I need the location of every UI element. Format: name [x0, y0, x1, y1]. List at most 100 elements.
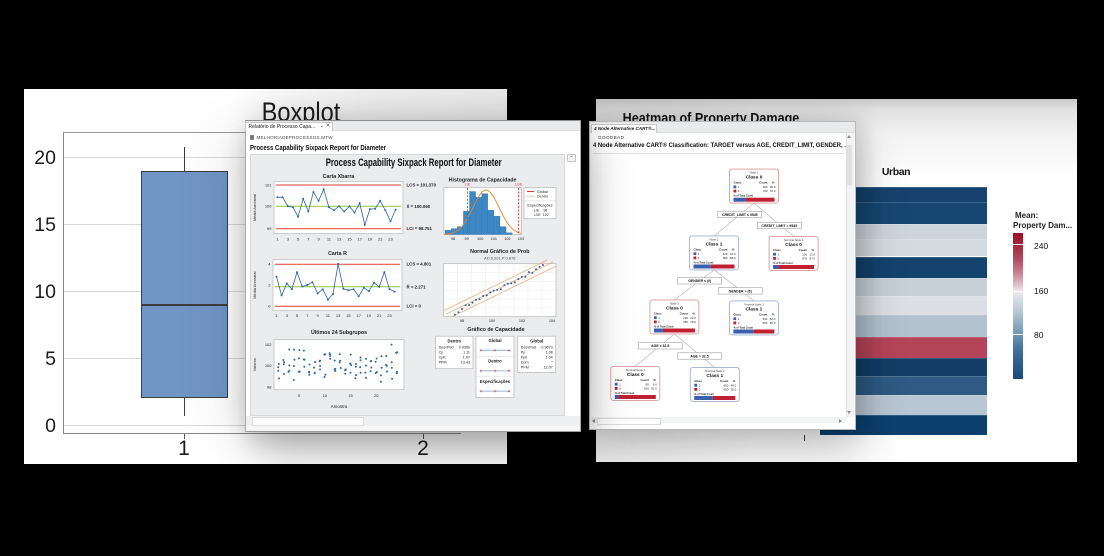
svg-text:%: % [653, 378, 656, 382]
svg-text:23: 23 [387, 313, 392, 318]
svg-text:Ppk: Ppk [521, 356, 528, 360]
svg-text:Média Amostral: Média Amostral [252, 272, 257, 300]
svg-text:LSE 102: LSE 102 [534, 213, 549, 217]
svg-text:Class 1: Class 1 [706, 242, 723, 248]
svg-text:0.9366: 0.9366 [459, 346, 470, 350]
svg-text:420: 420 [723, 252, 728, 256]
svg-text:0: 0 [268, 304, 271, 309]
svg-text:1: 1 [276, 237, 279, 242]
svg-text:Count: Count [720, 379, 728, 383]
svg-text:19: 19 [367, 313, 372, 318]
svg-text:500: 500 [763, 317, 768, 321]
svg-text:Terminal Node 1: Terminal Node 1 [626, 368, 646, 372]
svg-text:700: 700 [763, 189, 768, 193]
svg-text:Últimos 24 Subgrupos: Últimos 24 Subgrupos [311, 329, 367, 336]
svg-text:99: 99 [267, 226, 272, 231]
svg-text:98: 98 [451, 237, 455, 241]
svg-text:1: 1 [777, 252, 779, 256]
svg-text:102: 102 [504, 237, 510, 241]
svg-text:*: * [551, 361, 553, 365]
svg-text:Count: Count [759, 313, 767, 317]
svg-text:Class: Class [615, 378, 623, 382]
svg-text:1: 1 [738, 317, 740, 321]
svg-text:CpK: CpK [439, 356, 447, 360]
svg-text:CREDIT_LIMIT ≤ 9545: CREDIT_LIMIT ≤ 9545 [722, 213, 758, 217]
svg-text:20: 20 [374, 393, 379, 398]
svg-text:30.0: 30.0 [770, 185, 776, 189]
svg-text:LCS = 4.801: LCS = 4.801 [406, 262, 431, 267]
svg-text:1: 1 [275, 313, 278, 318]
svg-text:%: % [733, 379, 736, 383]
svg-text:Global: Global [530, 339, 543, 344]
svg-text:0: 0 [698, 256, 700, 260]
svg-text:Dentro: Dentro [488, 359, 502, 364]
svg-text:AGE > 32.5: AGE > 32.5 [690, 354, 708, 358]
svg-text:98: 98 [267, 385, 272, 390]
svg-text:9: 9 [316, 313, 319, 318]
svg-text:0: 0 [738, 321, 740, 325]
svg-text:100: 100 [265, 363, 272, 368]
svg-text:90: 90 [646, 382, 650, 386]
svg-text:LCI = 0: LCI = 0 [406, 304, 421, 309]
svg-text:Carta R: Carta R [328, 251, 347, 257]
svg-text:% of Total Count: % of Total Count [694, 393, 714, 396]
svg-text:Especificações: Especificações [527, 204, 552, 208]
svg-text:1: 1 [738, 185, 740, 189]
svg-text:Dentro: Dentro [448, 339, 462, 344]
svg-text:1: 1 [619, 382, 621, 386]
svg-text:Count: Count [640, 378, 648, 382]
svg-text:1: 1 [658, 316, 660, 320]
svg-text:LSE: LSE [515, 183, 523, 187]
svg-text:Node 3: Node 3 [670, 302, 679, 306]
svg-text:LCS = 101.370: LCS = 101.370 [406, 183, 436, 188]
svg-text:Process Capability Sixpack Rep: Process Capability Sixpack Report for Di… [326, 157, 502, 168]
svg-text:15: 15 [346, 313, 351, 318]
svg-text:101: 101 [491, 237, 497, 241]
svg-text:17: 17 [357, 237, 362, 242]
svg-text:580: 580 [723, 256, 728, 260]
svg-text:Terminal Node 4: Terminal Node 4 [784, 238, 804, 242]
svg-text:% of Total Count: % of Total Count [773, 262, 793, 265]
svg-text:5: 5 [297, 237, 300, 242]
svg-text:Global: Global [488, 338, 501, 343]
svg-text:15: 15 [348, 393, 353, 398]
svg-text:X̅ = 100.060: X̅ = 100.060 [406, 204, 431, 209]
svg-text:104: 104 [549, 319, 555, 323]
svg-text:Class: Class [694, 248, 702, 252]
svg-text:% of Total Count: % of Total Count [694, 261, 714, 264]
svg-text:Global: Global [537, 190, 548, 194]
svg-text:300: 300 [763, 185, 768, 189]
svg-text:0: 0 [777, 257, 779, 261]
svg-text:55.0: 55.0 [731, 388, 737, 392]
svg-text:Valores: Valores [252, 358, 257, 371]
svg-text:21: 21 [378, 237, 383, 242]
svg-text:%: % [692, 312, 695, 316]
svg-text:Class 1: Class 1 [706, 373, 723, 379]
svg-text:0: 0 [658, 320, 660, 324]
svg-text:%: % [812, 248, 815, 252]
svg-text:Média Amostral: Média Amostral [252, 194, 257, 222]
svg-text:58.0: 58.0 [730, 256, 736, 260]
svg-text:% of Total Count: % of Total Count [733, 326, 753, 329]
svg-text:4: 4 [268, 262, 271, 267]
svg-text:45.0: 45.0 [731, 383, 737, 387]
svg-text:15: 15 [347, 237, 352, 242]
svg-text:1.04: 1.04 [546, 356, 553, 360]
svg-text:Class: Class [733, 313, 741, 317]
svg-text:0: 0 [699, 388, 701, 392]
svg-text:780: 780 [683, 320, 688, 324]
svg-text:3: 3 [287, 237, 290, 242]
svg-text:Class: Class [654, 312, 662, 316]
svg-text:Amostra: Amostra [331, 404, 348, 409]
svg-text:% of Total Count: % of Total Count [615, 392, 635, 395]
svg-text:PPM: PPM [521, 366, 529, 370]
svg-text:87.0: 87.0 [809, 257, 815, 261]
svg-text:% of Total Count: % of Total Count [733, 195, 753, 198]
svg-text:Class 0: Class 0 [627, 372, 644, 378]
svg-text:7: 7 [306, 313, 309, 318]
svg-text:70.0: 70.0 [770, 189, 776, 193]
svg-text:Class 0: Class 0 [785, 242, 802, 248]
svg-text:Count: Count [759, 181, 767, 185]
svg-text:Terminal Node 2: Terminal Node 2 [705, 369, 725, 373]
svg-text:AD:0.201,P:0.878: AD:0.201,P:0.878 [484, 256, 516, 261]
